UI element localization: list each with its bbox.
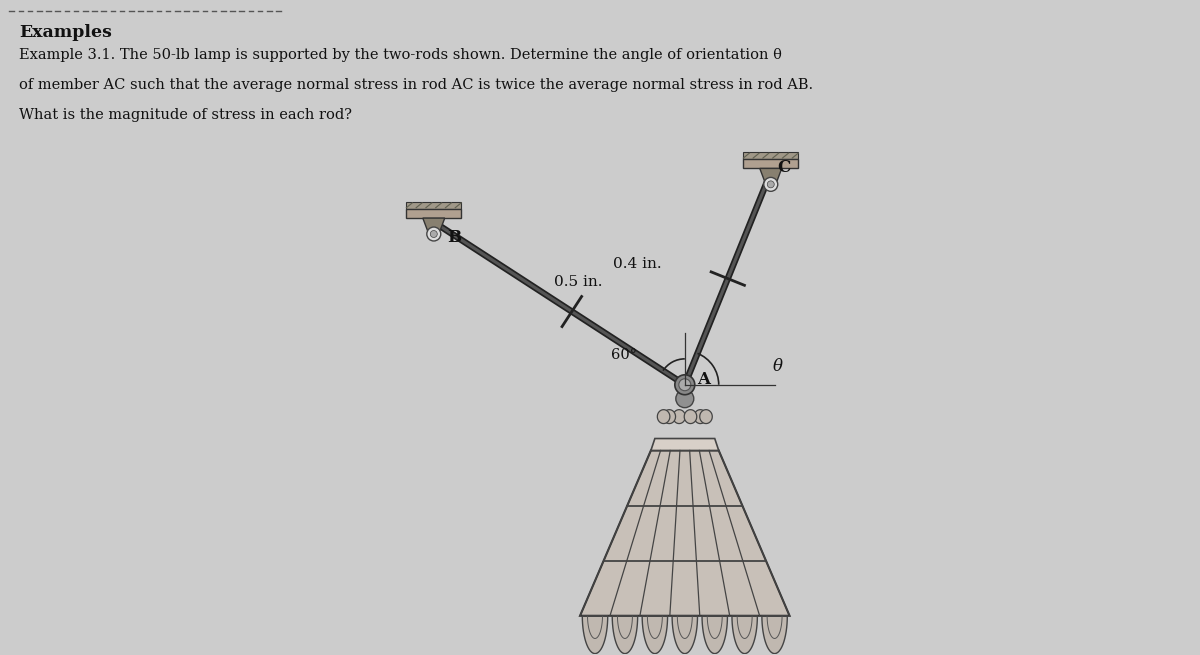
Polygon shape xyxy=(422,218,445,234)
Polygon shape xyxy=(642,616,667,654)
Polygon shape xyxy=(762,616,787,654)
Text: of member AC such that the average normal stress in rod AC is twice the average : of member AC such that the average norma… xyxy=(19,78,814,92)
Text: B: B xyxy=(446,229,461,246)
Polygon shape xyxy=(612,616,637,654)
Circle shape xyxy=(767,181,774,188)
Polygon shape xyxy=(702,616,727,654)
Text: 60°: 60° xyxy=(611,348,637,362)
Polygon shape xyxy=(407,202,461,209)
Polygon shape xyxy=(664,409,676,424)
Polygon shape xyxy=(672,616,697,654)
Text: A: A xyxy=(697,371,709,388)
Text: θ: θ xyxy=(773,358,782,375)
Polygon shape xyxy=(650,439,719,451)
Polygon shape xyxy=(658,409,670,424)
Polygon shape xyxy=(743,159,798,168)
Polygon shape xyxy=(760,168,781,184)
Polygon shape xyxy=(673,409,685,424)
Polygon shape xyxy=(743,153,798,159)
Circle shape xyxy=(679,379,691,391)
Circle shape xyxy=(674,375,695,395)
Text: Example 3.1. The 50-lb lamp is supported by the two-rods shown. Determine the an: Example 3.1. The 50-lb lamp is supported… xyxy=(19,48,782,62)
Text: 0.4 in.: 0.4 in. xyxy=(613,257,661,271)
Text: C: C xyxy=(778,159,791,176)
Polygon shape xyxy=(582,616,607,654)
Circle shape xyxy=(763,178,778,191)
Text: Examples: Examples xyxy=(19,24,113,41)
Polygon shape xyxy=(407,209,461,218)
Polygon shape xyxy=(694,409,707,424)
Circle shape xyxy=(676,390,694,407)
Text: 0.5 in.: 0.5 in. xyxy=(554,275,602,289)
Polygon shape xyxy=(684,409,697,424)
Circle shape xyxy=(427,227,440,241)
Circle shape xyxy=(431,231,437,238)
Text: What is the magnitude of stress in each rod?: What is the magnitude of stress in each … xyxy=(19,108,353,122)
Polygon shape xyxy=(732,616,757,654)
Polygon shape xyxy=(700,409,713,424)
Polygon shape xyxy=(580,451,790,616)
